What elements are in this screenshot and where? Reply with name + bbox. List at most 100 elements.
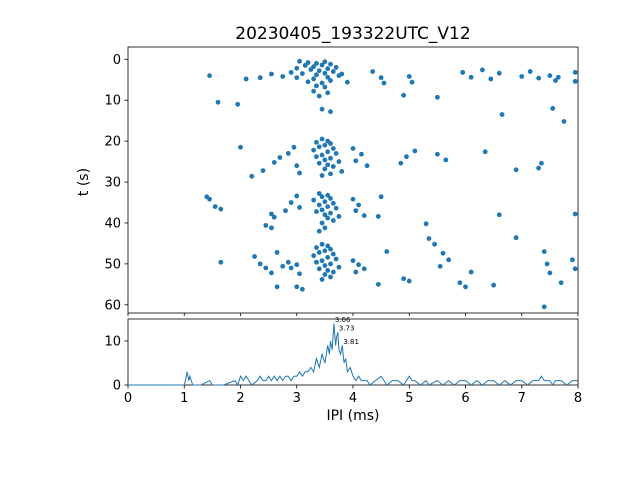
annotation-label: 3.73	[339, 325, 355, 333]
scatter-point	[319, 62, 325, 68]
scatter-point	[316, 144, 322, 150]
scatter-point	[350, 196, 356, 202]
x-tick-label: 5	[405, 391, 413, 406]
y-tick-label: 50	[104, 257, 121, 272]
scatter-point	[353, 269, 359, 275]
scatter-point	[322, 166, 328, 172]
scatter-point	[555, 74, 561, 80]
scatter-point	[460, 69, 466, 75]
scatter-point	[336, 214, 342, 219]
scatter-point	[314, 209, 319, 214]
scatter-point	[294, 75, 300, 81]
y-tick-label: 40	[104, 216, 121, 231]
scatter-point	[319, 277, 325, 282]
scatter-point	[536, 165, 542, 171]
scatter-point	[215, 99, 221, 105]
scatter-point	[412, 148, 418, 154]
x-tick-label: 7	[518, 391, 526, 406]
scatter-point	[401, 276, 407, 282]
scatter-point	[322, 248, 328, 254]
scatter-point	[361, 266, 367, 272]
scatter-point	[277, 155, 283, 160]
scatter-point	[322, 59, 328, 65]
scatter-point	[263, 223, 269, 228]
scatter-point	[311, 147, 317, 153]
scatter-point	[299, 71, 305, 76]
scatter-point	[314, 60, 319, 66]
scatter-point	[539, 160, 544, 166]
scatter-point	[330, 251, 336, 257]
scatter-point	[325, 254, 331, 260]
scatter-point	[443, 157, 449, 163]
scatter-point	[257, 261, 263, 267]
scatter-point	[319, 207, 325, 213]
scatter-point	[328, 210, 333, 216]
scatter-point	[496, 212, 502, 218]
scatter-point	[325, 268, 331, 273]
scatter-point	[328, 246, 333, 252]
scatter-point	[291, 144, 297, 150]
scatter-point	[328, 61, 333, 67]
x-tick-label: 6	[461, 391, 469, 406]
x-tick-label: 0	[124, 391, 132, 406]
scatter-point	[269, 71, 274, 77]
scatter-point	[319, 258, 325, 264]
scatter-point	[561, 119, 567, 124]
scatter-point	[257, 75, 263, 81]
scatter-point	[336, 264, 342, 270]
scatter-point	[572, 211, 578, 217]
scatter-point	[274, 250, 280, 255]
scatter-point	[243, 76, 249, 82]
scatter-point	[361, 213, 367, 219]
scatter-point	[249, 173, 255, 179]
scatter-point	[271, 160, 277, 165]
y-axis-label: t (s)	[76, 168, 92, 196]
scatter-point	[325, 66, 331, 72]
scatter-point	[381, 80, 387, 86]
scatter-point	[423, 221, 429, 227]
scatter-point	[353, 158, 359, 164]
scatter-point	[322, 263, 328, 268]
scatter-point	[370, 69, 376, 74]
scatter-point	[316, 228, 322, 234]
scatter-point	[550, 105, 556, 111]
scatter-point	[297, 271, 302, 277]
scatter-point	[311, 197, 317, 203]
scatter-point	[314, 139, 319, 145]
scatter-point	[378, 75, 384, 81]
scatter-point	[527, 69, 533, 74]
scatter-point	[553, 78, 558, 83]
scatter-point	[294, 193, 300, 199]
scatter-point	[269, 270, 274, 276]
scatter-point	[336, 159, 342, 164]
scatter-point	[319, 241, 325, 247]
scatter-point	[288, 69, 294, 75]
scatter-point	[328, 171, 333, 177]
scatter-point	[437, 263, 443, 269]
scatter-point	[305, 79, 311, 85]
scatter-point	[314, 259, 319, 265]
scatter-point	[316, 191, 322, 196]
scatter-point	[330, 218, 336, 223]
histogram-axes: 0 10 0 1 2 3 4 5 6 7 8 3.663.73 3.81	[104, 316, 582, 406]
scatter-point	[572, 78, 578, 84]
scatter-axes: 0 10 20 30 40 50 60	[104, 46, 579, 316]
scatter-point	[544, 261, 550, 267]
scatter-point	[572, 266, 578, 272]
scatter-point	[322, 142, 328, 148]
scatter-point	[207, 196, 212, 202]
scatter-point	[316, 202, 322, 208]
scatter-point	[314, 83, 319, 89]
scatter-point	[330, 200, 336, 206]
scatter-point	[482, 149, 488, 155]
scatter-point	[513, 167, 519, 173]
scatter-point	[446, 257, 452, 263]
scatter-point	[280, 74, 286, 79]
scatter-point	[434, 94, 440, 100]
x-tick-label: 3	[293, 391, 301, 406]
scatter-point	[319, 152, 325, 158]
scatter-point	[384, 249, 390, 255]
scatter-point	[294, 284, 300, 290]
scatter-point	[333, 151, 339, 156]
scatter-point	[271, 214, 277, 220]
